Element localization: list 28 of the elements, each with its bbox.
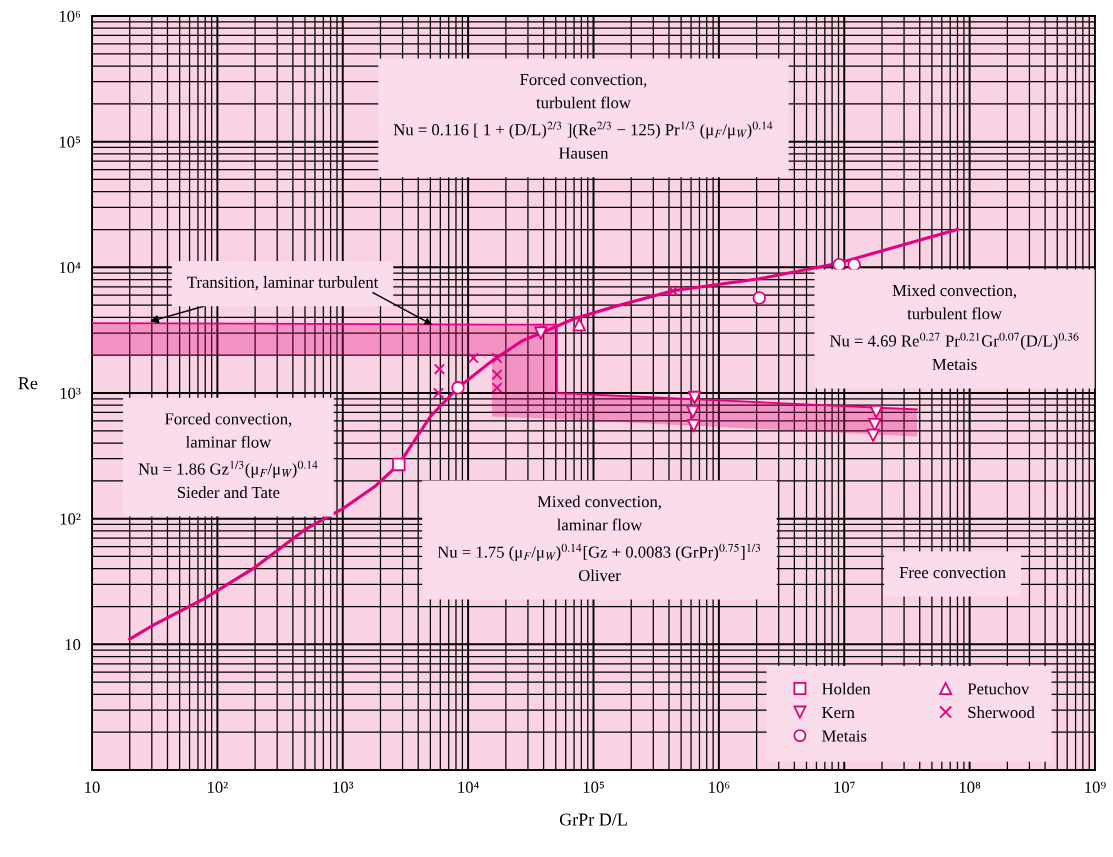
annotation: Free convection: [899, 566, 1006, 579]
x-tick-label: 10⁹: [1085, 781, 1106, 793]
x-tick-label: 10⁵: [583, 781, 604, 793]
legend-label: Petuchov: [967, 682, 1030, 695]
x-tick-label: 10: [85, 781, 100, 793]
y-axis-title: Re: [18, 377, 38, 390]
legend-label: Holden: [822, 682, 871, 695]
text: Mixed convection, turbulent flow Nu = 4.69 Re$^{0.27}$ Pr$^{0.21}$Gr$^{0.07}$(D/L)$^{0.36}$ Metais: [829, 284, 1079, 371]
x-tick-label: 10⁷: [834, 781, 855, 793]
x-tick-label: 10³: [333, 781, 354, 793]
text: Forced convection, turbulent flow Nu = 0.116 [ 1 + (D/L)$^{2/3}$ ](Re$^{2/3}$ − 125) Pr$^{1/3}$ (μ$_{F}$/μ$_{W}$)$^{0.14}$ Hausen: [393, 73, 773, 159]
y-tick-label: 10⁵: [59, 136, 81, 148]
y-tick-label: 10²: [60, 513, 81, 525]
legend-label: Metais: [822, 730, 867, 742]
x-tick-label: 10²: [208, 781, 228, 793]
text: Forced convection, laminar flow Nu = 1.86 Gz$^{1/3}$(μ$_{F}$/μ$_{W}$)$^{0.14}$ Sieder and Tate: [138, 412, 318, 499]
y-tick-label: 10⁴: [59, 262, 81, 274]
y-tick-label: 10: [65, 639, 81, 651]
annotation: Transition, laminar turbulent: [187, 276, 379, 291]
legend-label: Kern: [822, 706, 855, 719]
x-tick-label: 10⁴: [458, 781, 479, 793]
text: Mixed convection, laminar flow Nu = 1.75 (μ$_{F}$/μ$_{W}$)$^{0.14}$[Gz + 0.0083 (GrPr)$^{0.75}$]$^{1/3}$ Oliver: [437, 495, 761, 582]
x-tick-label: 10⁸: [959, 781, 981, 793]
y-tick-label: 10³: [60, 387, 81, 399]
x-axis-title: GrPr D/L: [559, 813, 627, 826]
legend-label: Sherwood: [968, 706, 1035, 719]
y-tick-label: 10⁶: [59, 10, 81, 22]
x-tick-label: 10⁶: [709, 781, 730, 793]
